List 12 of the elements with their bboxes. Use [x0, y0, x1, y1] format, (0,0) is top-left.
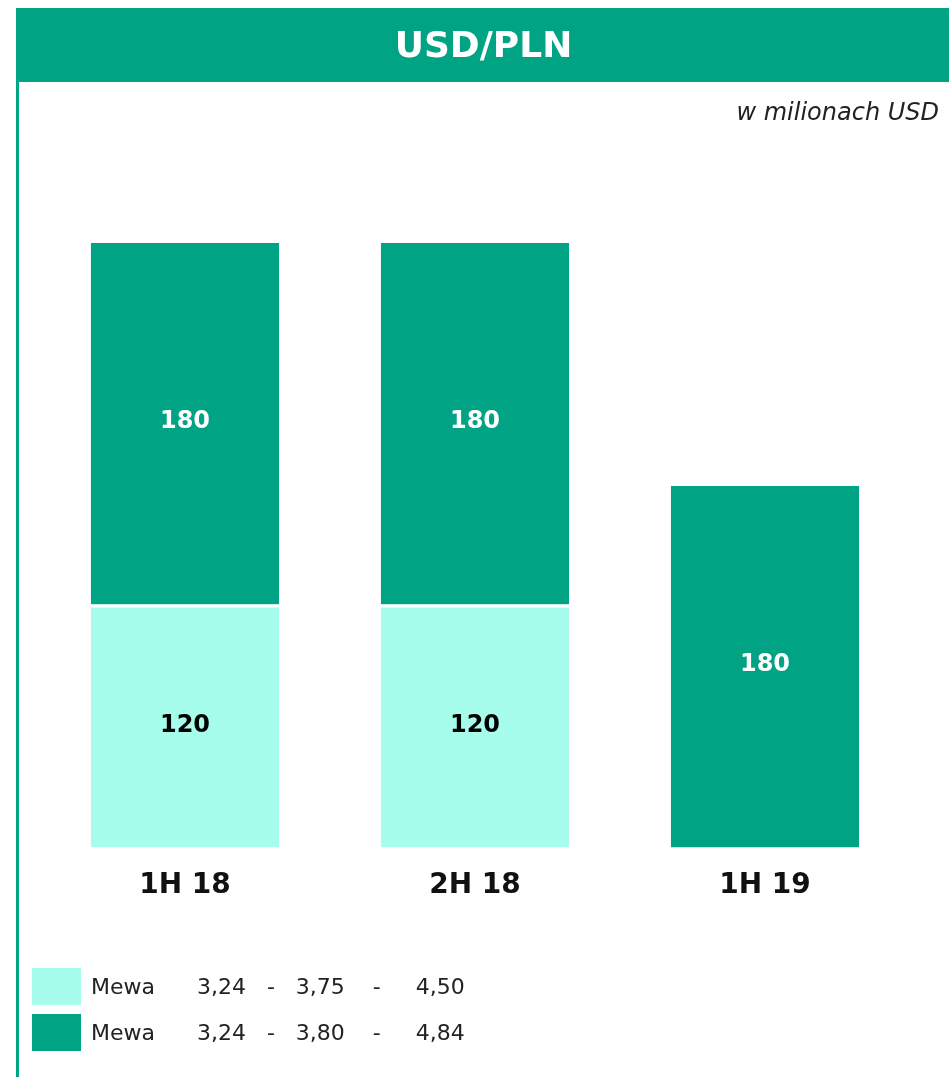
data-label: 180: [449, 406, 501, 435]
chart-title: USD/PLN: [18, 8, 949, 82]
x-tick-label: 1H 18: [139, 867, 231, 901]
legend-label: Mewa 3,24 - 3,75 - 4,50: [91, 973, 465, 999]
x-tick-label: 2H 18: [429, 867, 521, 901]
data-label: 180: [159, 406, 211, 435]
chart-subtitle: w milionach USD: [736, 98, 939, 126]
x-tick-label: 1H 19: [719, 867, 811, 901]
data-label: 180: [739, 649, 791, 678]
data-label: 120: [159, 710, 211, 739]
legend-label: Mewa 3,24 - 3,80 - 4,84: [91, 1019, 465, 1045]
data-label: 120: [449, 710, 501, 739]
